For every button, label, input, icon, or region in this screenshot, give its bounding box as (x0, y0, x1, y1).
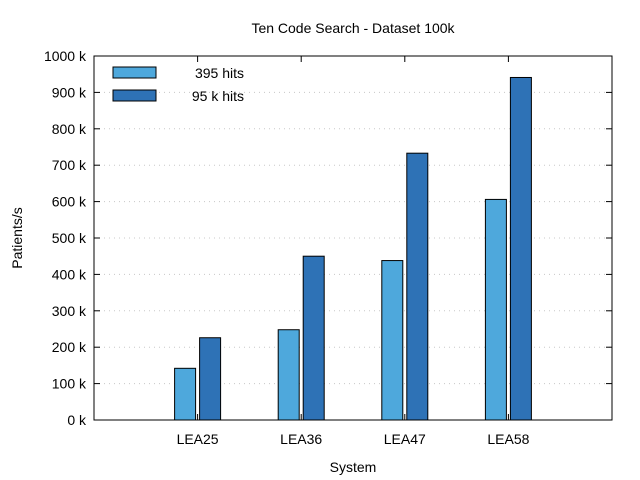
bar-lea47-series-1 (381, 260, 404, 421)
y-tick-label: 1000 k (44, 48, 87, 64)
legend-swatch (112, 89, 157, 102)
y-tick-label: 900 k (52, 84, 87, 100)
x-tick-label: LEA58 (487, 431, 529, 447)
bar-lea36-series-2 (302, 255, 325, 421)
legend-swatch (112, 66, 157, 79)
y-tick-label: 200 k (52, 339, 87, 355)
y-tick-label: 600 k (52, 194, 87, 210)
y-axis-ticks: 0 k 100 k 200 k 300 k 400 k 500 k 600 k 700 k 80… (44, 48, 612, 428)
bar-lea58-series-1 (484, 198, 507, 421)
chart-title: Ten Code Search - Dataset 100k (251, 20, 455, 36)
bar-lea36-series-1 (277, 329, 300, 421)
legend-label: 95 k hits (192, 88, 244, 104)
bar-lea25-series-1 (174, 367, 197, 421)
bar-lea58-series-2 (509, 76, 532, 421)
y-tick-label: 300 k (52, 303, 87, 319)
legend: 395 hits 95 k hits (112, 65, 244, 104)
x-axis-ticks: LEA25 LEA36 LEA47 LEA58 (177, 56, 530, 447)
x-tick-label: LEA47 (384, 431, 426, 447)
plot-frame (93, 55, 613, 421)
x-axis-title: System (330, 459, 377, 475)
bars (174, 76, 532, 421)
gridlines (94, 91, 612, 385)
y-axis-title: Patients/s (9, 207, 25, 268)
legend-label: 395 hits (195, 65, 244, 81)
x-tick-label: LEA25 (177, 431, 219, 447)
bar-lea47-series-2 (406, 152, 429, 421)
y-tick-label: 500 k (52, 230, 87, 246)
y-tick-label: 800 k (52, 121, 87, 137)
y-tick-label: 700 k (52, 157, 87, 173)
y-tick-label: 100 k (52, 376, 87, 392)
x-tick-label: LEA36 (280, 431, 322, 447)
y-tick-label: 400 k (52, 266, 87, 282)
y-tick-label: 0 k (67, 412, 87, 428)
bar-lea25-series-2 (199, 337, 222, 421)
